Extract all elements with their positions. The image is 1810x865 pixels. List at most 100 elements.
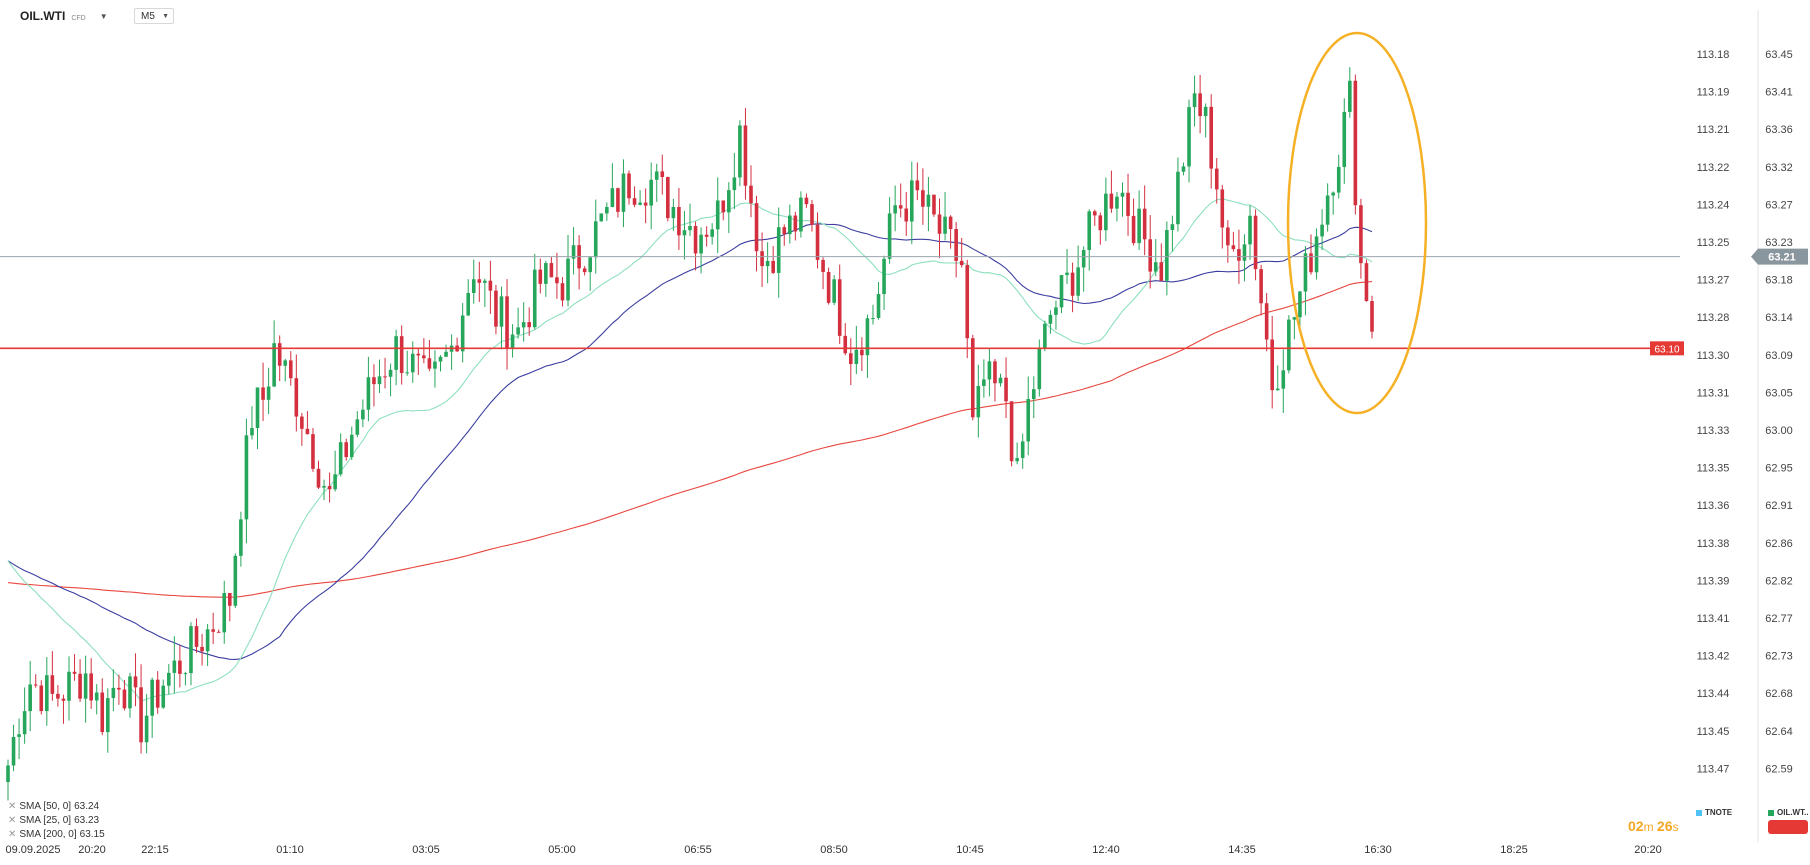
candle — [322, 479, 326, 501]
candle-body — [1120, 192, 1125, 197]
candle-body — [1159, 262, 1164, 281]
indicator-row: ✕ SMA [25, 0] 63.23 — [8, 814, 105, 828]
indicator-value: 63.24 — [74, 801, 100, 812]
candle-body — [444, 351, 448, 357]
candle-body — [793, 215, 798, 232]
compare-oil[interactable]: OIL.WT.. — [1768, 808, 1809, 817]
candle-body — [261, 387, 265, 400]
candle-body — [1248, 215, 1252, 245]
candle-body — [538, 269, 543, 284]
candle — [61, 694, 66, 724]
candle — [344, 438, 349, 461]
candle — [28, 660, 32, 732]
candle-body — [111, 687, 116, 699]
candle-body — [677, 206, 681, 236]
candle — [666, 176, 670, 222]
candle-body — [1281, 370, 1286, 389]
close-icon[interactable]: ✕ — [8, 801, 17, 812]
candle-body — [28, 684, 32, 712]
x-tick-label: 20:20 — [1634, 844, 1662, 856]
candle — [943, 192, 947, 241]
x-tick-label: 18:25 — [1500, 844, 1528, 856]
candle-body — [976, 385, 981, 418]
candle — [1104, 177, 1108, 241]
candle-body — [483, 280, 487, 283]
candle — [67, 656, 71, 721]
candle — [166, 664, 171, 695]
candle-body — [732, 177, 737, 191]
candle-body — [521, 322, 526, 328]
candle — [11, 724, 16, 772]
candle — [1364, 259, 1369, 302]
candle — [1137, 190, 1141, 250]
candle — [494, 284, 498, 335]
candle-body — [721, 200, 726, 213]
candle-body — [505, 296, 509, 348]
candle — [527, 307, 532, 336]
candle-body — [699, 234, 703, 254]
candle-body — [1126, 192, 1130, 216]
candle-body — [760, 251, 764, 267]
candle-body — [527, 322, 532, 328]
instrument-header[interactable]: OIL.WTI CFD ▼ — [20, 9, 108, 23]
candle — [1098, 212, 1103, 245]
y-tick-label-secondary: 113.21 — [1697, 124, 1730, 136]
y-tick-label-secondary: 113.28 — [1697, 312, 1730, 324]
candle — [693, 221, 698, 271]
candle-body — [1165, 230, 1169, 281]
candle-body — [932, 194, 936, 215]
candle-body — [982, 379, 986, 386]
candle — [1292, 316, 1297, 340]
candle-body — [666, 177, 670, 219]
candle — [1142, 185, 1147, 256]
y-tick-label-secondary: 113.18 — [1697, 49, 1730, 61]
candle — [17, 718, 21, 760]
candle — [239, 511, 243, 567]
candle — [1325, 183, 1330, 232]
candle-body — [144, 715, 149, 743]
close-icon[interactable]: ✕ — [8, 829, 17, 840]
y-tick-label-secondary: 113.24 — [1697, 199, 1730, 211]
candle-body — [1031, 389, 1036, 400]
close-icon[interactable]: ✕ — [8, 815, 17, 826]
candle — [505, 279, 509, 370]
candle — [477, 261, 482, 302]
candle-body — [1331, 192, 1335, 196]
compare-tnote[interactable]: TNOTE — [1696, 808, 1732, 817]
candle — [338, 433, 343, 477]
candle — [1081, 246, 1086, 292]
y-tick-label-secondary: 113.30 — [1697, 350, 1730, 362]
candle-body — [843, 335, 848, 354]
candle-body — [738, 125, 742, 178]
candle-body — [1198, 93, 1202, 117]
candle — [1231, 231, 1236, 252]
y-tick-label: 62.77 — [1765, 613, 1793, 625]
indicator-value: 63.23 — [74, 815, 100, 826]
candle — [688, 203, 692, 236]
candle — [261, 362, 265, 422]
sell-button[interactable] — [1768, 820, 1808, 834]
level-label: 63.10 — [1650, 341, 1684, 356]
indicator-label: SMA [50, 0] — [19, 801, 72, 812]
y-tick-label-secondary: 113.39 — [1697, 575, 1730, 587]
chevron-down-icon[interactable]: ▼ — [99, 11, 108, 21]
candle-body — [555, 277, 559, 284]
timeframe-select[interactable]: M5 ▼ — [134, 8, 174, 24]
candle — [117, 674, 121, 705]
candle — [1342, 98, 1347, 184]
oil-color-swatch — [1768, 809, 1774, 816]
current-price-text: 63.21 — [1768, 252, 1796, 264]
candle-body — [100, 692, 105, 733]
y-tick-label: 63.41 — [1765, 87, 1793, 99]
candle — [1070, 262, 1075, 313]
candle-body — [1026, 399, 1031, 442]
candle-body — [970, 338, 975, 418]
candle — [926, 177, 931, 232]
candle — [521, 302, 526, 342]
candle — [965, 259, 970, 359]
candle-body — [621, 173, 626, 212]
compare-oil-label: OIL.WT.. — [1777, 808, 1809, 817]
y-tick-label-secondary: 113.45 — [1697, 726, 1730, 738]
candle — [372, 364, 376, 407]
